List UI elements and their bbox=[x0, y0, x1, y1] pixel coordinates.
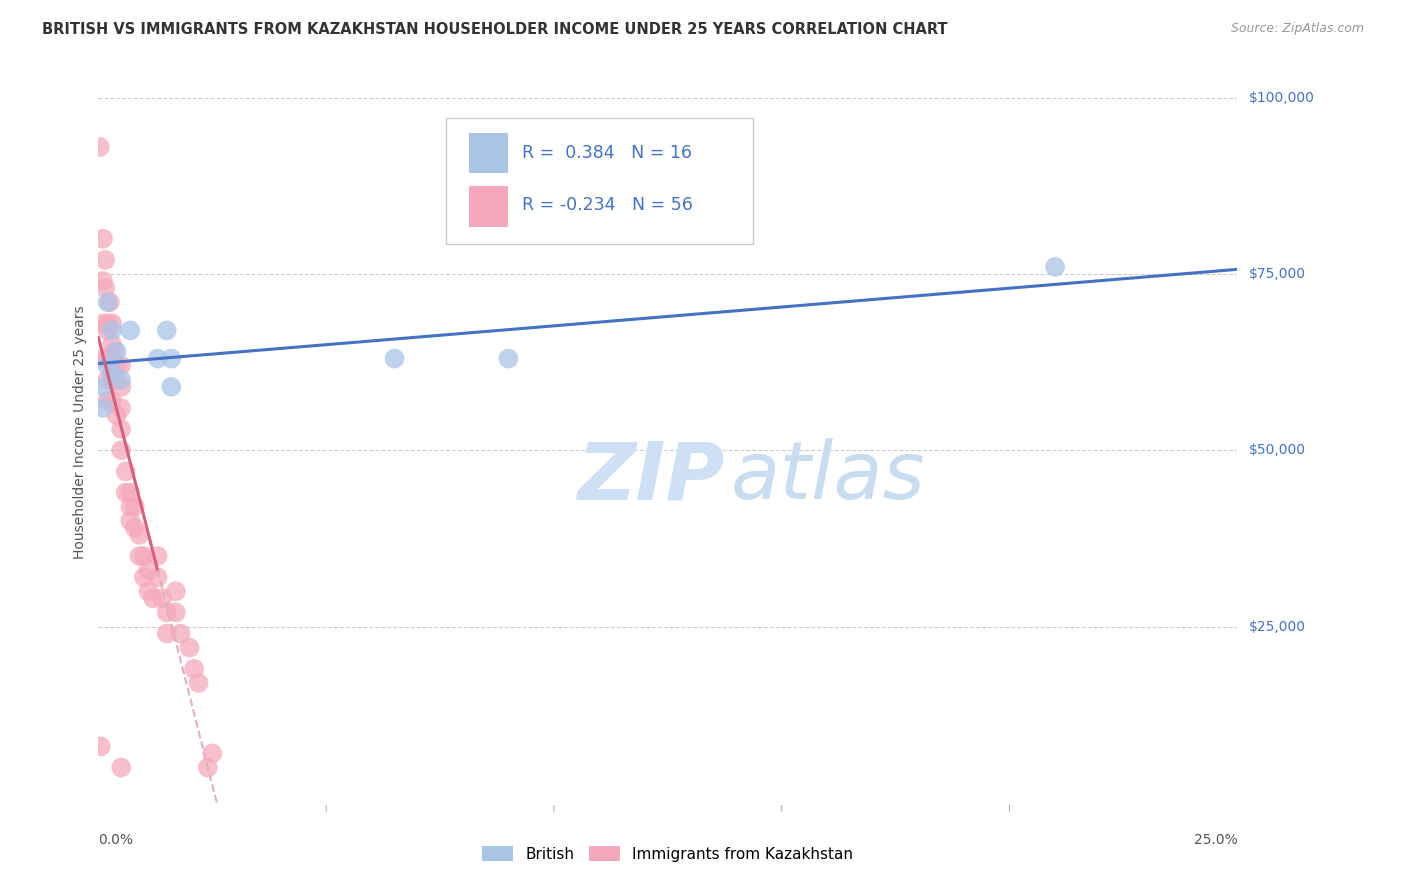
Point bbox=[103, 344, 125, 359]
Text: $100,000: $100,000 bbox=[1249, 91, 1315, 104]
Point bbox=[384, 351, 406, 366]
Point bbox=[146, 351, 169, 366]
Point bbox=[110, 760, 132, 774]
Point bbox=[96, 323, 118, 337]
Point bbox=[96, 295, 118, 310]
Y-axis label: Householder Income Under 25 years: Householder Income Under 25 years bbox=[73, 306, 87, 559]
Text: R =  0.384   N = 16: R = 0.384 N = 16 bbox=[522, 144, 692, 161]
Point bbox=[91, 232, 114, 246]
Point bbox=[101, 316, 124, 330]
Point bbox=[101, 373, 124, 387]
Point bbox=[156, 323, 179, 337]
Point bbox=[498, 351, 520, 366]
Point bbox=[91, 351, 114, 366]
Point bbox=[165, 606, 187, 620]
Point bbox=[89, 140, 111, 154]
Point bbox=[165, 584, 187, 599]
Point bbox=[94, 252, 117, 267]
Point bbox=[128, 528, 150, 542]
Text: $50,000: $50,000 bbox=[1249, 443, 1305, 458]
Point bbox=[96, 359, 118, 373]
Point bbox=[132, 549, 155, 563]
Point bbox=[101, 366, 124, 380]
Point bbox=[114, 485, 136, 500]
Point bbox=[120, 500, 142, 514]
Point bbox=[91, 316, 114, 330]
Point bbox=[120, 323, 142, 337]
Point bbox=[96, 393, 118, 408]
Point bbox=[110, 401, 132, 415]
Text: 25.0%: 25.0% bbox=[1194, 833, 1237, 847]
Point bbox=[120, 514, 142, 528]
Text: 0.0%: 0.0% bbox=[98, 833, 134, 847]
Point bbox=[105, 344, 128, 359]
Point bbox=[110, 373, 132, 387]
Point bbox=[105, 373, 128, 387]
Point bbox=[90, 739, 112, 754]
Point bbox=[101, 337, 124, 351]
Point bbox=[146, 549, 169, 563]
Point bbox=[124, 521, 146, 535]
FancyBboxPatch shape bbox=[468, 133, 509, 173]
FancyBboxPatch shape bbox=[468, 186, 509, 227]
Point bbox=[98, 295, 121, 310]
Point bbox=[197, 760, 219, 774]
Point bbox=[160, 351, 183, 366]
Point bbox=[187, 676, 209, 690]
Point bbox=[150, 591, 173, 606]
Point bbox=[132, 570, 155, 584]
Legend: British, Immigrants from Kazakhstan: British, Immigrants from Kazakhstan bbox=[482, 846, 853, 862]
Point bbox=[94, 281, 117, 295]
Point bbox=[96, 351, 118, 366]
Point bbox=[183, 662, 205, 676]
Point bbox=[110, 359, 132, 373]
Point bbox=[101, 323, 124, 337]
Point bbox=[156, 606, 179, 620]
Point bbox=[138, 584, 160, 599]
Point bbox=[101, 393, 124, 408]
Point bbox=[179, 640, 201, 655]
Point bbox=[110, 380, 132, 394]
Text: Source: ZipAtlas.com: Source: ZipAtlas.com bbox=[1230, 22, 1364, 36]
Point bbox=[169, 626, 191, 640]
Point bbox=[96, 373, 118, 387]
Point bbox=[1043, 260, 1066, 274]
Point bbox=[138, 563, 160, 577]
Point bbox=[91, 401, 114, 415]
Point bbox=[146, 570, 169, 584]
Point bbox=[120, 485, 142, 500]
FancyBboxPatch shape bbox=[446, 118, 754, 244]
Text: R = -0.234   N = 56: R = -0.234 N = 56 bbox=[522, 196, 693, 214]
Point bbox=[101, 351, 124, 366]
Point bbox=[124, 500, 146, 514]
Text: $25,000: $25,000 bbox=[1249, 620, 1305, 633]
Point bbox=[128, 549, 150, 563]
Point bbox=[156, 626, 179, 640]
Text: BRITISH VS IMMIGRANTS FROM KAZAKHSTAN HOUSEHOLDER INCOME UNDER 25 YEARS CORRELAT: BRITISH VS IMMIGRANTS FROM KAZAKHSTAN HO… bbox=[42, 22, 948, 37]
Point bbox=[91, 380, 114, 394]
Text: atlas: atlas bbox=[731, 438, 925, 516]
Point bbox=[110, 443, 132, 458]
Point bbox=[142, 591, 165, 606]
Point bbox=[96, 316, 118, 330]
Point bbox=[105, 359, 128, 373]
Point bbox=[114, 464, 136, 478]
Point bbox=[110, 422, 132, 436]
Text: ZIP: ZIP bbox=[576, 438, 724, 516]
Point bbox=[160, 380, 183, 394]
Text: $75,000: $75,000 bbox=[1249, 267, 1305, 281]
Point bbox=[91, 274, 114, 288]
Point bbox=[201, 747, 224, 761]
Point bbox=[105, 408, 128, 422]
